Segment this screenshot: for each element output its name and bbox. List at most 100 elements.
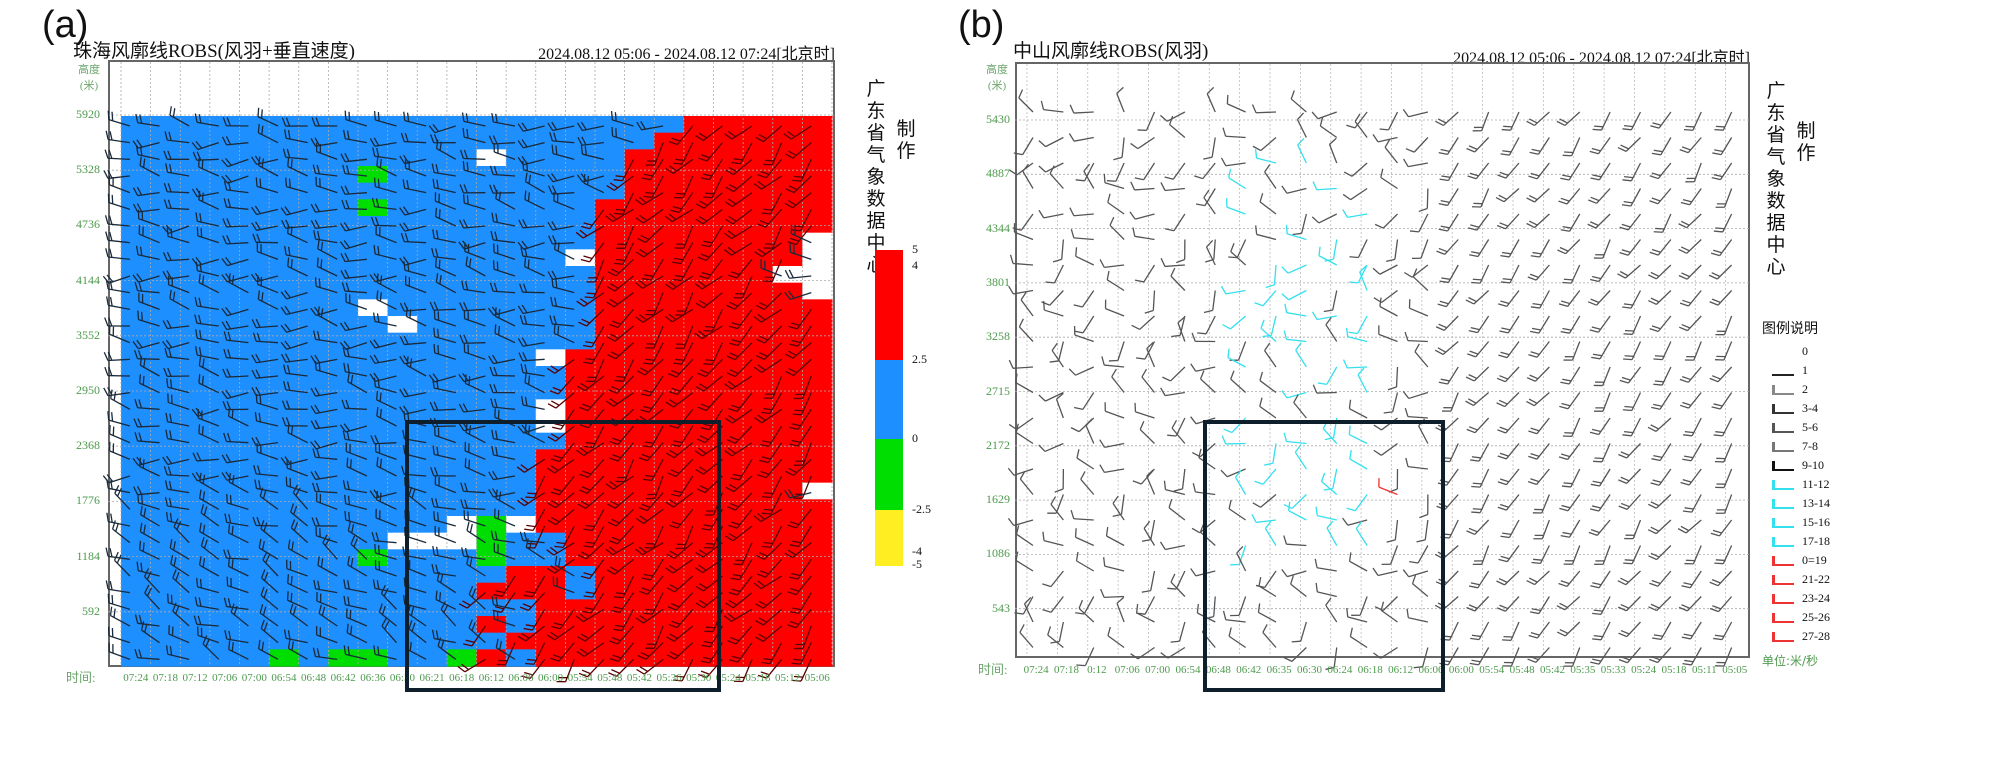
wind-barb-feather xyxy=(462,600,471,606)
wind-barb-feather xyxy=(610,283,619,289)
heatmap-cell xyxy=(180,299,211,317)
wind-barb-feather xyxy=(1678,274,1688,280)
wind-barb-feather xyxy=(1311,111,1319,120)
wind-barb-feather xyxy=(464,458,467,468)
legend-item-label: 13-14 xyxy=(1802,496,1830,510)
wind-barb xyxy=(1175,417,1186,437)
wind-barb-feather xyxy=(104,366,109,376)
wind-barb-feather xyxy=(524,373,527,383)
wind-barb-feather xyxy=(167,199,172,209)
wind-barb-feather xyxy=(1591,326,1601,330)
wind-barb-feather xyxy=(1203,156,1213,160)
wind-barb-feather xyxy=(146,587,153,597)
heatmap-cell xyxy=(328,432,359,450)
wind-barb-feather xyxy=(583,344,593,348)
wind-barb-feather xyxy=(611,609,621,614)
wind-barb-feather xyxy=(251,156,258,165)
wind-barb-feather xyxy=(224,630,228,640)
wind-barb-feather xyxy=(547,436,556,442)
heatmap-cell xyxy=(121,282,152,300)
wind-barb-feather xyxy=(1496,402,1506,408)
wind-barb-feather xyxy=(1588,199,1597,204)
wind-barb-feather xyxy=(469,557,473,567)
heatmap-cell xyxy=(417,366,448,384)
heatmap-cell xyxy=(387,432,418,450)
wind-barb-feather xyxy=(105,130,109,140)
wind-barb-feather xyxy=(1617,273,1626,279)
wind-barb-feather xyxy=(640,409,650,413)
wind-barb-feather xyxy=(283,381,287,391)
wind-barb xyxy=(1073,111,1094,114)
heatmap-cell xyxy=(269,182,300,200)
wind-barb-feather xyxy=(1206,86,1215,95)
wind-barb-feather xyxy=(314,203,320,212)
wind-barb-feather xyxy=(195,187,202,197)
wind-barb-feather xyxy=(459,184,464,194)
y-tick-label: 1629 xyxy=(986,492,1010,507)
wind-barb-feather xyxy=(312,647,317,657)
wind-barb-feather xyxy=(643,612,653,615)
wind-barb-feather xyxy=(281,400,287,410)
wind-barb-feather xyxy=(1470,327,1480,331)
wind-barb-feather xyxy=(549,132,553,142)
legend-item-label: 5-6 xyxy=(1802,420,1818,434)
wind-barb-feather xyxy=(494,307,497,317)
wind-barb-feather xyxy=(428,125,436,134)
heatmap-cell xyxy=(624,432,655,450)
wind-barb-feather xyxy=(1679,149,1689,154)
heatmap-cell xyxy=(328,566,359,584)
wind-barb-feather xyxy=(285,117,291,127)
wind-barb xyxy=(1013,519,1034,527)
wind-barb-feather xyxy=(350,625,353,635)
wind-barb-feather xyxy=(1498,577,1508,583)
wind-barb-feather xyxy=(225,158,232,166)
wind-barb-feather xyxy=(701,154,710,159)
wind-barb-feather xyxy=(462,128,465,138)
wind-barb-feather xyxy=(403,335,409,345)
wind-barb-feather xyxy=(198,424,201,434)
wind-barb-feather xyxy=(138,399,143,409)
wind-barb-feather xyxy=(260,586,265,596)
wind-barb-feather xyxy=(525,590,535,594)
wind-barb-feather xyxy=(642,277,652,281)
heatmap-cell xyxy=(565,449,596,467)
wind-barb-feather xyxy=(281,117,287,127)
wind-barb-feather xyxy=(287,224,290,234)
heatmap-cell xyxy=(150,516,181,534)
wind-barb-feather xyxy=(552,386,562,392)
wind-barb-feather xyxy=(403,111,406,121)
wind-barb-feather xyxy=(1220,285,1227,295)
wind-barb-feather xyxy=(609,457,619,462)
wind-barb-feather xyxy=(376,390,379,400)
wind-barb-feather xyxy=(1038,209,1045,219)
wind-barb-feather xyxy=(410,606,415,616)
wind-barb-feather xyxy=(257,123,260,133)
wind-barb-feather xyxy=(498,491,502,501)
wind-barb-feather xyxy=(1618,479,1627,485)
heatmap-cell xyxy=(417,566,448,584)
wind-barb-feather xyxy=(1622,306,1632,309)
wind-barb-feather xyxy=(251,437,257,446)
heatmap-cell xyxy=(180,399,211,417)
wind-barb-feather xyxy=(406,112,410,122)
wind-barb-feather xyxy=(1528,194,1538,201)
wind-barb xyxy=(1350,187,1368,201)
wind-barb-feather xyxy=(105,580,109,590)
wind-barb-feather xyxy=(1647,503,1657,509)
wind-barb-feather xyxy=(1075,179,1085,182)
wind-barb-feather xyxy=(223,549,228,559)
wind-barb-feather xyxy=(340,153,346,162)
x-tick-label: 07:00 xyxy=(1145,664,1171,676)
wind-barb-feather xyxy=(146,571,152,580)
wind-barb-feather xyxy=(1531,327,1541,331)
wind-barb-feather xyxy=(143,524,146,534)
heatmap-cell xyxy=(269,316,300,334)
wind-barb-feather xyxy=(1018,89,1024,99)
wind-barb xyxy=(1049,173,1064,189)
wind-barb-feather xyxy=(549,546,558,554)
wind-barb-feather xyxy=(202,491,206,501)
wind-barb-feather xyxy=(376,290,379,300)
wind-barb-feather xyxy=(403,411,406,421)
wind-barb-feather xyxy=(550,433,560,439)
wind-barb-feather xyxy=(255,393,258,403)
